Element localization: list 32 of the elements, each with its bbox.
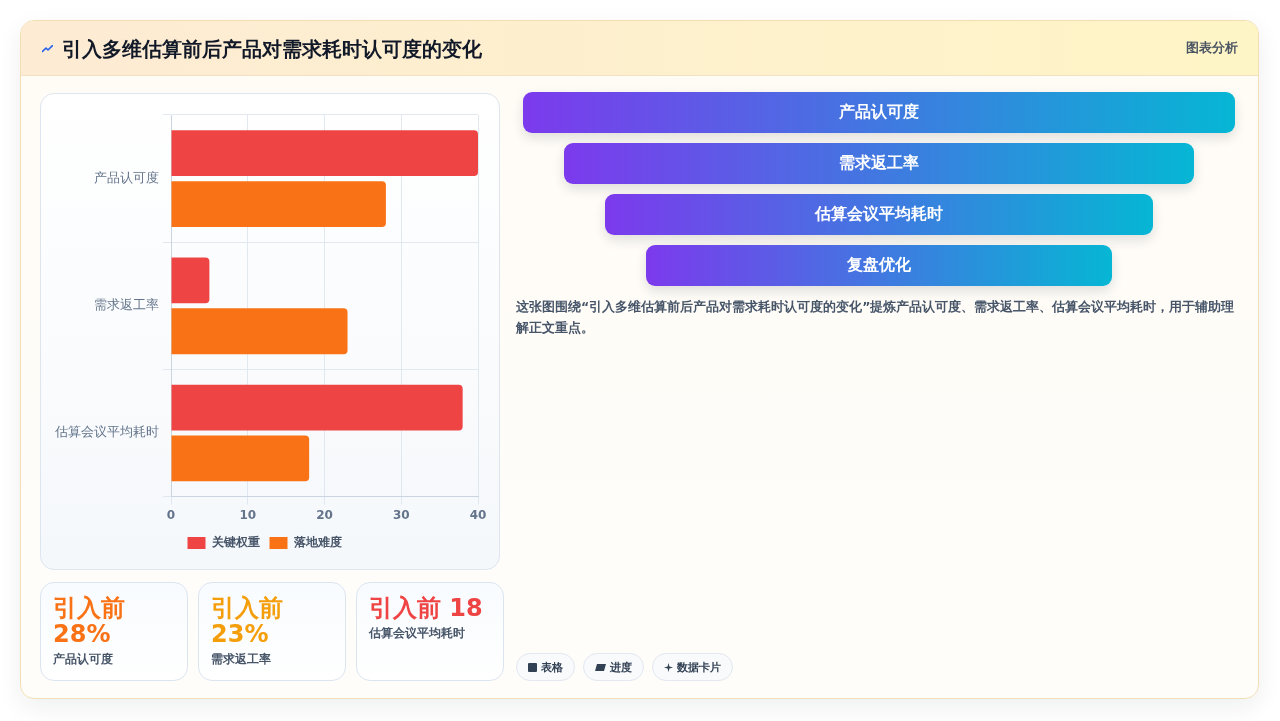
bar bbox=[171, 130, 478, 177]
category-label: 估算会议平均耗时 bbox=[369, 625, 466, 641]
category-label: 复盘优化 bbox=[646, 245, 1112, 286]
bar bbox=[171, 384, 463, 431]
y-tick-label: 需求返工率 bbox=[94, 297, 159, 313]
bar bbox=[171, 181, 386, 227]
category-label: 产品认可度 bbox=[53, 651, 114, 667]
text: 数据卡片 bbox=[677, 659, 721, 675]
x-tick-label: 20 bbox=[316, 507, 333, 522]
x-tick-label: 0 bbox=[166, 507, 176, 522]
legend-label: 关键权重 bbox=[210, 535, 260, 550]
y-tick-label: 估算会议平均耗时 bbox=[54, 424, 159, 440]
bar bbox=[171, 257, 210, 304]
category-label: 产品认可度 bbox=[523, 92, 1235, 133]
text: 引入前 23% bbox=[211, 594, 283, 648]
text: 这张图围绕“引入多维估算前后产品对需求耗时认可度的变化”提炼产品认可度、需求返工率、估算会议平均耗时，用于辅助理解正文重点。 bbox=[516, 298, 1236, 337]
x-tick-label: 40 bbox=[469, 507, 487, 522]
y-tick-label: 产品认可度 bbox=[94, 169, 159, 185]
bar bbox=[171, 435, 310, 482]
x-tick-label: 10 bbox=[239, 507, 257, 522]
text: 进度 bbox=[610, 659, 632, 675]
category-label: 需求返工率 bbox=[211, 651, 272, 667]
text: 引入前 18 bbox=[369, 594, 483, 622]
text: 引入前 28% bbox=[53, 594, 125, 648]
legend-label: 落地难度 bbox=[292, 535, 342, 550]
text: 图表分析 bbox=[1186, 39, 1238, 57]
text: 表格 bbox=[541, 659, 563, 675]
chart-title: 引入多维估算前后产品对需求耗时认可度的变化 bbox=[62, 36, 482, 62]
category-label: 估算会议平均耗时 bbox=[605, 194, 1153, 235]
bar bbox=[171, 308, 348, 355]
category-label: 需求返工率 bbox=[564, 143, 1194, 184]
x-tick-label: 30 bbox=[392, 507, 410, 522]
